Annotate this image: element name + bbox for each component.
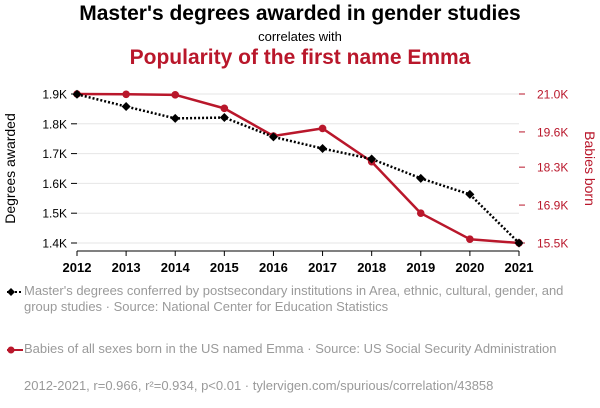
chart-title: Master's degrees awarded in gender studi… bbox=[79, 2, 521, 25]
data-point-emma bbox=[171, 91, 180, 99]
y-left-tick-label: 1.4K bbox=[42, 237, 67, 251]
legend-marker-emma bbox=[7, 346, 23, 354]
y-left-axis-title: Degrees awarded bbox=[2, 113, 18, 224]
data-point-degrees bbox=[416, 173, 426, 183]
x-tick-label: 2016 bbox=[259, 260, 288, 275]
x-tick-label: 2020 bbox=[455, 260, 484, 275]
data-point-degrees bbox=[367, 154, 377, 164]
x-tick-label: 2012 bbox=[63, 260, 92, 275]
data-point-emma bbox=[416, 209, 425, 217]
y-right-tick-label: 15.5K bbox=[537, 237, 568, 251]
y-right-tick-label: 19.6K bbox=[537, 125, 568, 139]
y-right-tick-label: 16.9K bbox=[537, 199, 568, 213]
y-left-tick-label: 1.8K bbox=[42, 117, 67, 131]
data-point-degrees bbox=[514, 238, 524, 248]
y-left-tick-label: 1.7K bbox=[42, 147, 67, 161]
data-point-emma bbox=[122, 90, 130, 99]
y-right-axis-title: Babies born bbox=[582, 131, 598, 206]
data-point-degrees bbox=[170, 113, 180, 123]
data-point-degrees bbox=[121, 102, 131, 112]
x-tick-label: 2017 bbox=[308, 260, 337, 275]
data-point-degrees bbox=[72, 89, 82, 99]
data-point-degrees bbox=[268, 132, 278, 142]
y-left-tick-label: 1.5K bbox=[42, 207, 67, 221]
y-left-tick-label: 1.9K bbox=[42, 88, 67, 102]
legend-label-degrees: Master's degrees conferred by postsecond… bbox=[24, 283, 564, 314]
data-point-degrees bbox=[465, 189, 475, 199]
legend-marker-degrees bbox=[7, 288, 23, 296]
data-point-degrees bbox=[318, 144, 328, 154]
series-line-degrees bbox=[76, 93, 520, 244]
chart-footer: 2012-2021, r=0.966, r²=0.934, p<0.01 · t… bbox=[24, 378, 494, 393]
x-tick-label: 2013 bbox=[112, 260, 141, 275]
x-tick-label: 2021 bbox=[505, 260, 534, 275]
y-right-tick-label: 21.0K bbox=[537, 88, 568, 102]
data-point-emma bbox=[318, 124, 327, 133]
y-left-tick-label: 1.6K bbox=[42, 177, 67, 191]
chart-subtitle: correlates with bbox=[258, 29, 342, 44]
data-point-emma bbox=[466, 235, 474, 244]
x-tick-label: 2014 bbox=[161, 260, 191, 275]
x-tick-label: 2015 bbox=[210, 260, 239, 275]
x-tick-label: 2018 bbox=[357, 260, 386, 275]
data-point-degrees bbox=[219, 113, 229, 123]
data-point-emma bbox=[220, 104, 229, 113]
series-line-emma bbox=[76, 92, 520, 245]
x-tick-label: 2019 bbox=[406, 260, 435, 275]
y-right-tick-label: 18.3K bbox=[537, 161, 568, 175]
legend-label-emma: Babies of all sexes born in the US named… bbox=[24, 341, 557, 356]
chart-second-title: Popularity of the first name Emma bbox=[129, 46, 471, 69]
